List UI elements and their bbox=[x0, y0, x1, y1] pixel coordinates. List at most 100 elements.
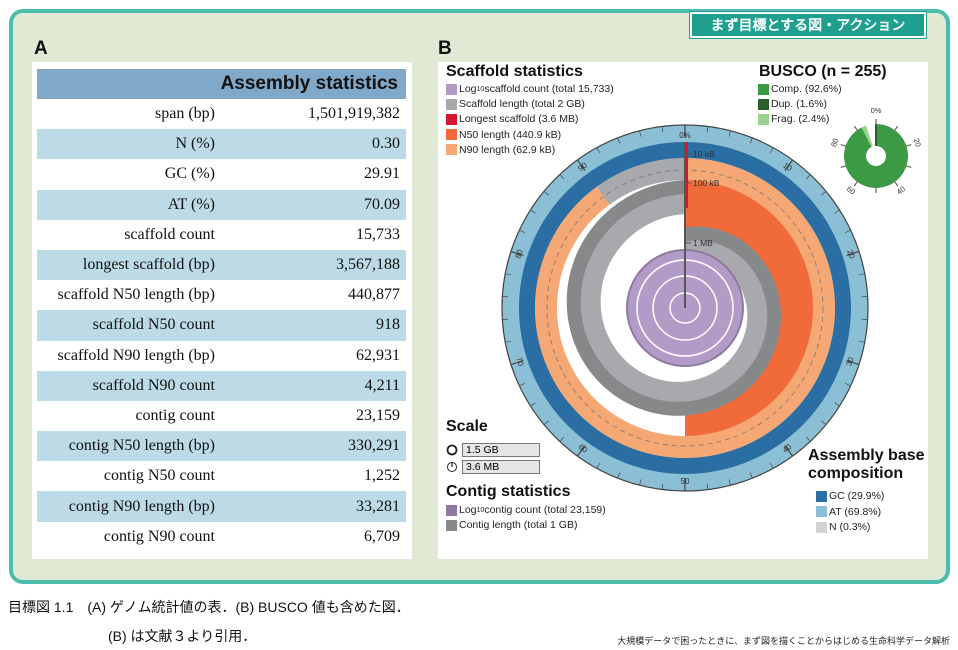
ring-tick bbox=[661, 126, 664, 133]
busco-tick bbox=[853, 125, 858, 131]
full-circle-icon bbox=[446, 444, 458, 456]
table-row: scaffold count 15,733 bbox=[37, 220, 406, 250]
legend-label: N90 length (62.9 kB) bbox=[459, 143, 556, 156]
legend-swatch bbox=[446, 504, 457, 516]
table-row: AT (%) 70.09 bbox=[37, 189, 406, 220]
legend-swatch bbox=[446, 144, 457, 156]
legend-swatch bbox=[446, 83, 457, 95]
legend-label: Log bbox=[459, 504, 477, 516]
ring-tick bbox=[505, 340, 512, 343]
legend-label: Log bbox=[459, 83, 477, 95]
row-value: 70.09 bbox=[215, 189, 406, 220]
row-label: contig N90 length (bp) bbox=[37, 491, 215, 522]
ring-tick bbox=[784, 445, 794, 457]
legend-swatch bbox=[446, 113, 457, 125]
busco-tick bbox=[906, 165, 912, 168]
busco-tick-label: 20 bbox=[912, 137, 923, 148]
table-row: scaffold N50 count 918 bbox=[37, 310, 406, 341]
legend-swatch bbox=[758, 98, 769, 110]
ring-tick bbox=[596, 147, 601, 154]
row-value: 29.91 bbox=[364, 165, 400, 183]
legend-label: Comp. (92.6%) bbox=[771, 83, 842, 95]
ring-tick bbox=[617, 137, 621, 144]
ring-tick bbox=[749, 472, 753, 479]
row-value: 4,211 bbox=[215, 370, 406, 401]
table-row: scaffold N90 count 4,211 bbox=[37, 370, 406, 401]
ring-tick bbox=[845, 229, 851, 233]
ring-tick bbox=[834, 209, 840, 214]
ring-tick bbox=[639, 479, 642, 486]
table-row: scaffold N50 length (bp) 440,877 bbox=[37, 280, 406, 310]
table-row: contig N90 count 6,709 bbox=[37, 522, 406, 552]
busco-tick bbox=[894, 181, 899, 187]
table-row: longest scaffold (bp) 3,567,188 bbox=[37, 249, 406, 281]
busco-tick-label: 60 bbox=[845, 184, 857, 196]
legend-label: AT (69.8%) bbox=[829, 505, 882, 518]
legend-label-rest: scaffold count (total 15,733) bbox=[484, 83, 614, 95]
legend-item: Longest scaffold (3.6 MB) bbox=[446, 112, 578, 126]
table-row: contig count 23,159 bbox=[37, 401, 406, 431]
base-title-line1: Assembly base bbox=[808, 447, 925, 464]
ring-tick bbox=[510, 250, 524, 257]
legend-label: N (0.3%) bbox=[829, 521, 871, 533]
legend-swatch bbox=[816, 490, 827, 502]
ring-tick bbox=[749, 137, 753, 144]
ring-tick bbox=[728, 130, 731, 137]
busco-tick bbox=[906, 144, 912, 147]
ring-tick bbox=[559, 174, 565, 180]
row-label: span (bp) bbox=[155, 105, 215, 123]
legend-label: Scaffold length (total 2 GB) bbox=[459, 98, 585, 111]
row-label: scaffold N90 count bbox=[37, 370, 215, 401]
ring-tick bbox=[706, 126, 709, 133]
legend-swatch bbox=[816, 506, 827, 517]
row-label: scaffold N50 count bbox=[37, 310, 215, 341]
ring-tick bbox=[858, 273, 865, 276]
row-value: 440,877 bbox=[348, 286, 400, 304]
table-row: span (bp) 1,501,919,382 bbox=[37, 99, 406, 129]
legend-subscript: 10 bbox=[476, 85, 485, 93]
busco-tick-label: 80 bbox=[829, 137, 840, 148]
ring-tick bbox=[728, 479, 731, 486]
ring-tick-label: 50 bbox=[681, 477, 690, 486]
busco-fragmented bbox=[861, 125, 873, 148]
legend-item: GC (29.9%) bbox=[816, 489, 884, 503]
legend-swatch bbox=[758, 83, 769, 95]
busco-tick-label: 40 bbox=[895, 184, 907, 196]
ring-tick-label: 80 bbox=[513, 248, 524, 260]
scale-title: Scale bbox=[446, 418, 488, 435]
ring-tick bbox=[821, 420, 827, 425]
ring-tick bbox=[519, 229, 525, 233]
assembly-stats-table-panel: Assembly statistics span (bp) 1,501,919,3… bbox=[32, 62, 412, 559]
ring-tick bbox=[834, 402, 840, 407]
row-label: scaffold N50 length (bp) bbox=[57, 286, 215, 304]
busco-tick bbox=[894, 125, 899, 131]
ring-tick bbox=[596, 462, 601, 469]
ring-tick bbox=[505, 273, 512, 276]
section-tag: まず目標とする図・アクション bbox=[689, 11, 927, 39]
row-value: 1,501,919,382 bbox=[308, 105, 400, 123]
legend-item: N (0.3%) bbox=[816, 520, 870, 534]
caption-line-1: 目標図 1.1 (A) ゲノム統計値の表．(B) BUSCO 値も含めた図． bbox=[8, 599, 410, 615]
legend-label: Dup. (1.6%) bbox=[771, 98, 828, 111]
legend-item: N90 length (62.9 kB) bbox=[446, 143, 555, 157]
busco-tick bbox=[840, 144, 846, 147]
legend-swatch bbox=[758, 113, 769, 125]
legend-swatch bbox=[446, 519, 457, 531]
ring-tick-label: 0% bbox=[679, 131, 691, 140]
table-row: contig N50 count 1,252 bbox=[37, 461, 406, 491]
caption-line-2: (B) は文献３より引用． bbox=[108, 628, 257, 644]
row-label: longest scaffold (bp) bbox=[37, 249, 215, 281]
ring-tick bbox=[617, 472, 621, 479]
radial-label: 1 MB bbox=[693, 238, 713, 248]
panel-b-label: B bbox=[438, 38, 452, 59]
row-label: contig count bbox=[135, 406, 215, 424]
ring-tick bbox=[576, 159, 586, 171]
legend-label: Contig length (total 1 GB) bbox=[459, 519, 578, 531]
ring-tick bbox=[576, 445, 586, 457]
row-label: contig N90 count bbox=[103, 527, 215, 545]
legend-label: N50 length (440.9 kB) bbox=[459, 128, 562, 141]
ring-tick bbox=[846, 359, 860, 366]
ring-tick-label: 20 bbox=[845, 248, 856, 260]
ring-tick bbox=[661, 483, 664, 490]
row-label: contig N50 length (bp) bbox=[37, 431, 215, 462]
